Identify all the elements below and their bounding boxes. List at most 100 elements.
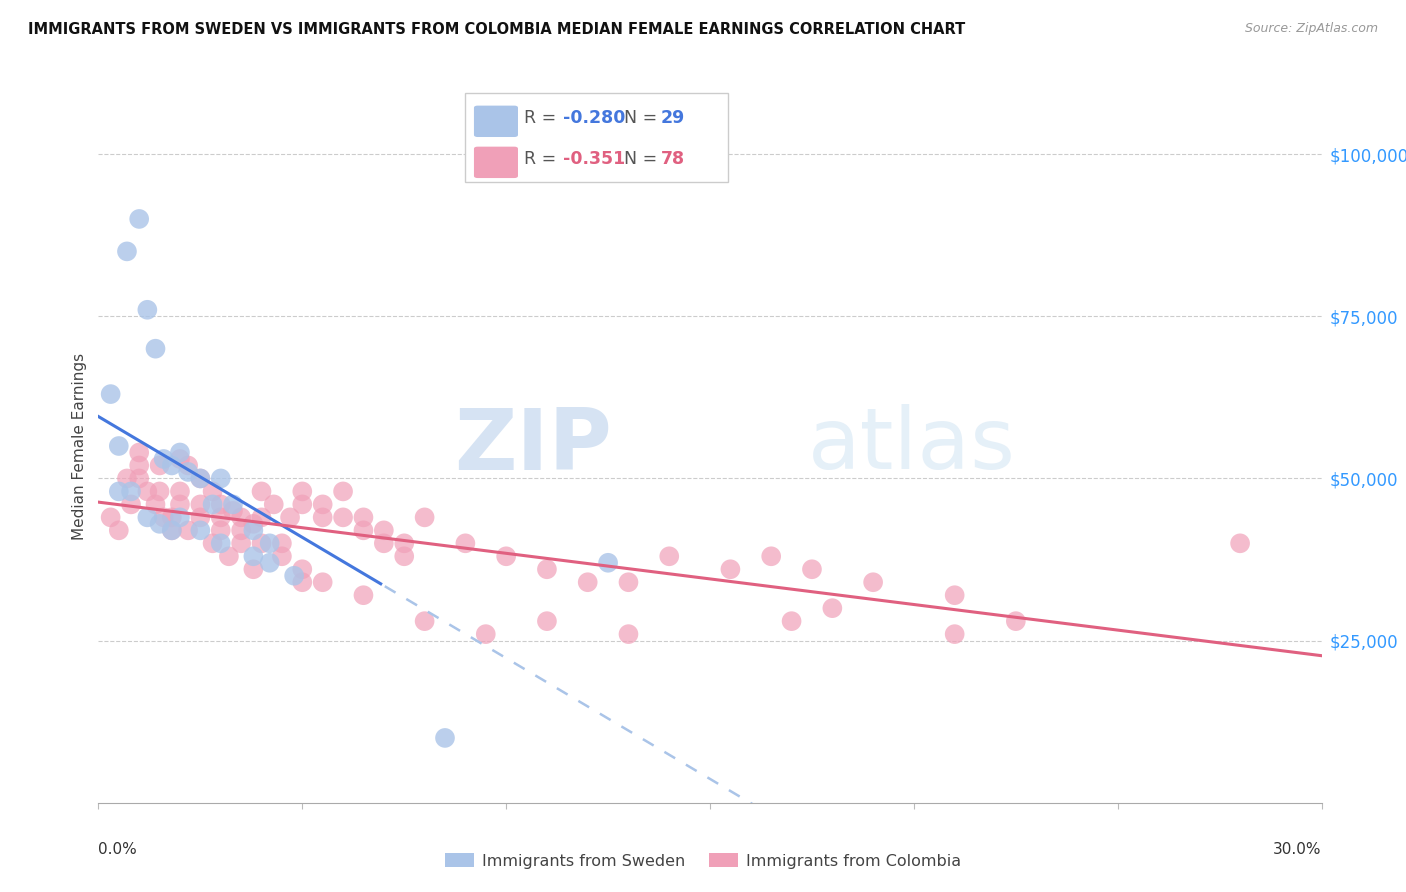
Point bbox=[115, 471, 138, 485]
Point bbox=[392, 549, 416, 564]
Point bbox=[231, 524, 253, 538]
Text: R =: R = bbox=[524, 150, 562, 168]
Legend: Immigrants from Sweden, Immigrants from Colombia: Immigrants from Sweden, Immigrants from … bbox=[439, 847, 967, 875]
Point bbox=[780, 614, 803, 628]
Point bbox=[278, 510, 301, 524]
Text: R =: R = bbox=[524, 109, 562, 127]
Point bbox=[169, 452, 191, 467]
Point bbox=[222, 497, 245, 511]
Point bbox=[801, 562, 824, 576]
Point bbox=[201, 536, 224, 550]
Point bbox=[209, 524, 232, 538]
Point bbox=[209, 536, 232, 550]
Point bbox=[242, 516, 264, 531]
Text: 0.0%: 0.0% bbox=[98, 842, 138, 857]
Point bbox=[188, 471, 212, 485]
Point bbox=[263, 497, 285, 511]
Point bbox=[392, 536, 416, 550]
Point bbox=[270, 536, 294, 550]
Text: -0.280: -0.280 bbox=[564, 109, 626, 127]
Point bbox=[352, 588, 374, 602]
Point bbox=[108, 439, 131, 453]
Point bbox=[128, 471, 150, 485]
Point bbox=[821, 601, 844, 615]
Point bbox=[115, 244, 138, 259]
Point bbox=[188, 497, 212, 511]
Text: -0.351: -0.351 bbox=[564, 150, 626, 168]
Point bbox=[291, 562, 314, 576]
Point bbox=[145, 342, 167, 356]
Point bbox=[250, 484, 273, 499]
Point bbox=[943, 588, 966, 602]
Point bbox=[283, 568, 305, 582]
Point bbox=[536, 614, 558, 628]
Point bbox=[242, 549, 264, 564]
Point bbox=[209, 497, 232, 511]
Point bbox=[291, 484, 314, 499]
Point bbox=[120, 484, 142, 499]
Point bbox=[149, 458, 172, 473]
Point bbox=[242, 562, 264, 576]
Point bbox=[149, 484, 172, 499]
Point bbox=[576, 575, 599, 590]
Point bbox=[536, 562, 558, 576]
Point bbox=[160, 510, 183, 524]
Text: N =: N = bbox=[624, 109, 664, 127]
Point bbox=[120, 497, 142, 511]
Point bbox=[291, 575, 314, 590]
FancyBboxPatch shape bbox=[465, 93, 728, 182]
Point bbox=[270, 549, 294, 564]
Point bbox=[100, 510, 122, 524]
Point bbox=[188, 510, 212, 524]
Point bbox=[160, 458, 183, 473]
Point bbox=[761, 549, 783, 564]
Text: 78: 78 bbox=[661, 150, 685, 168]
Point bbox=[413, 614, 436, 628]
Point bbox=[658, 549, 681, 564]
Point bbox=[454, 536, 477, 550]
FancyBboxPatch shape bbox=[474, 146, 517, 178]
Point bbox=[373, 536, 395, 550]
Point bbox=[373, 524, 395, 538]
FancyBboxPatch shape bbox=[474, 105, 517, 137]
Point bbox=[160, 524, 183, 538]
Point bbox=[188, 524, 212, 538]
Point bbox=[169, 445, 191, 459]
Point bbox=[495, 549, 517, 564]
Point bbox=[222, 504, 245, 518]
Point bbox=[209, 471, 232, 485]
Point bbox=[250, 510, 273, 524]
Point bbox=[169, 484, 191, 499]
Point bbox=[1004, 614, 1026, 628]
Text: IMMIGRANTS FROM SWEDEN VS IMMIGRANTS FROM COLOMBIA MEDIAN FEMALE EARNINGS CORREL: IMMIGRANTS FROM SWEDEN VS IMMIGRANTS FRO… bbox=[28, 22, 966, 37]
Point bbox=[149, 516, 172, 531]
Point bbox=[312, 497, 335, 511]
Point bbox=[108, 524, 131, 538]
Point bbox=[231, 536, 253, 550]
Point bbox=[474, 627, 498, 641]
Point bbox=[201, 484, 224, 499]
Point bbox=[1229, 536, 1251, 550]
Text: N =: N = bbox=[624, 150, 664, 168]
Point bbox=[169, 497, 191, 511]
Point bbox=[259, 556, 281, 570]
Point bbox=[617, 575, 640, 590]
Point bbox=[128, 458, 150, 473]
Point bbox=[413, 510, 436, 524]
Point bbox=[169, 510, 191, 524]
Point bbox=[177, 458, 200, 473]
Text: ZIP: ZIP bbox=[454, 404, 612, 488]
Point bbox=[617, 627, 640, 641]
Text: atlas: atlas bbox=[808, 404, 1017, 488]
Point bbox=[242, 524, 264, 538]
Point bbox=[259, 536, 281, 550]
Point bbox=[177, 465, 200, 479]
Point bbox=[136, 302, 159, 317]
Point bbox=[136, 510, 159, 524]
Point bbox=[218, 549, 240, 564]
Point bbox=[108, 484, 131, 499]
Point bbox=[136, 484, 159, 499]
Point bbox=[160, 524, 183, 538]
Point bbox=[100, 387, 122, 401]
Point bbox=[201, 497, 224, 511]
